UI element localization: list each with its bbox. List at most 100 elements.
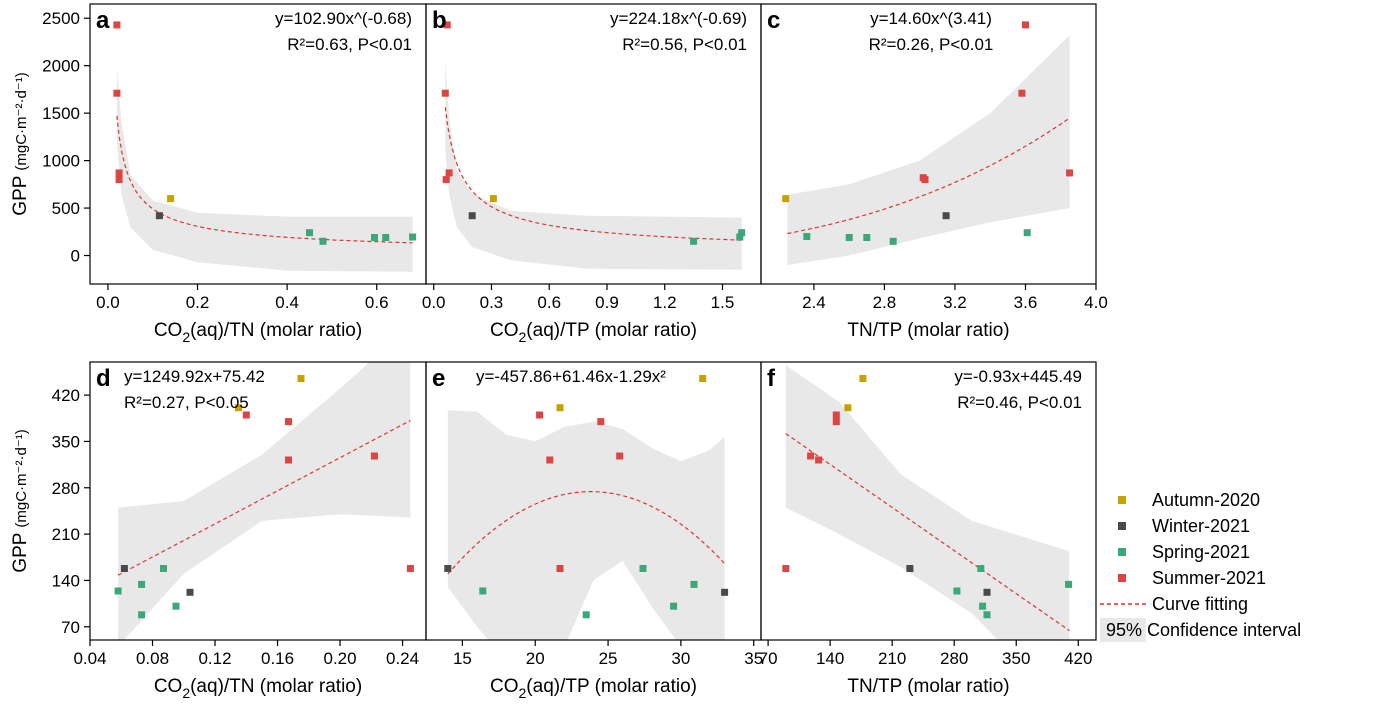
x-tick-label-f-5: 420 — [1064, 649, 1092, 668]
x-axis-label-a: CO2(aq)/TN (molar ratio) — [154, 320, 362, 345]
x-tick-label-b-2: 0.6 — [537, 293, 561, 312]
data-point-a-1 — [113, 89, 121, 97]
data-point-a-9 — [382, 234, 390, 241]
plot-area-d — [114, 362, 414, 640]
fit-stats-f: R²=0.46, P<0.01 — [957, 393, 1082, 412]
x-tick-label-a-3: 0.6 — [365, 293, 389, 312]
plot-area-b — [441, 21, 746, 270]
panel-letter-e: e — [432, 365, 445, 392]
fit-curve-d — [117, 419, 411, 576]
data-point-f-0 — [859, 375, 867, 382]
data-point-f-2 — [832, 411, 840, 419]
x-tick-label-e-1: 20 — [526, 649, 545, 668]
y-tick-label-d-3: 280 — [52, 479, 80, 498]
confidence-band-c — [787, 35, 1070, 265]
data-point-d-5 — [370, 452, 378, 460]
data-point-a-3 — [115, 176, 123, 184]
data-point-f-8 — [983, 588, 991, 596]
data-point-b-3 — [442, 176, 450, 184]
fit-stats-c: R²=0.26, P<0.01 — [869, 35, 994, 54]
plot-area-c — [782, 21, 1074, 265]
legend-label-0: Autumn-2020 — [1152, 490, 1260, 510]
y-tick-label-a-1: 500 — [52, 199, 80, 218]
x-tick-label-f-2: 210 — [878, 649, 906, 668]
legend-ci-label: 95% Confidence interval — [1106, 620, 1301, 640]
data-point-a-6 — [306, 229, 313, 237]
data-point-e-8 — [721, 588, 729, 596]
data-point-c-4 — [1066, 169, 1074, 177]
y-axis-label-d: GPP (mgC·m⁻²·d⁻¹) — [10, 429, 31, 572]
data-point-f-1 — [844, 404, 852, 412]
data-point-f-6 — [782, 565, 790, 572]
confidence-band-d — [118, 362, 411, 640]
data-point-c-8 — [845, 234, 853, 241]
x-tick-label-e-4: 35 — [744, 649, 763, 668]
plot-area-f — [782, 365, 1072, 640]
x-tick-label-d-5: 0.24 — [386, 649, 419, 668]
x-tick-label-c-2: 3.2 — [943, 293, 967, 312]
legend-label-1: Winter-2021 — [1152, 516, 1250, 536]
fit-stats-d: R²=0.27, P<0.05 — [124, 393, 249, 412]
plot-area-e — [444, 375, 729, 640]
x-tick-label-b-3: 0.9 — [595, 293, 619, 312]
y-tick-label-d-4: 350 — [52, 432, 80, 451]
data-point-d-1 — [235, 404, 242, 412]
x-axis-label-b: CO2(aq)/TP (molar ratio) — [490, 320, 697, 345]
y-tick-label-a-0: 0 — [71, 247, 80, 266]
panel-letter-d: d — [96, 365, 111, 392]
legend-fit-label: Curve fitting — [1152, 594, 1248, 614]
data-point-c-11 — [1023, 229, 1031, 237]
panel-d: 0.04 0.08 0.12 0.16 0.20 0.24 70 140 210 280 350 42… — [10, 361, 427, 701]
y-tick-label-d-2: 210 — [52, 525, 80, 544]
data-point-c-7 — [803, 233, 811, 240]
x-tick-label-e-0: 15 — [453, 649, 472, 668]
x-tick-label-b-4: 1.2 — [653, 293, 677, 312]
panel-frame-c — [760, 3, 1097, 285]
data-point-f-5 — [815, 456, 823, 464]
y-tick-label-a-4: 2000 — [42, 57, 80, 76]
confidence-band-a — [116, 65, 413, 272]
data-point-a-2 — [115, 169, 123, 177]
x-axis-label-f: TN/TP (molar ratio) — [847, 676, 1009, 697]
legend: Autumn-2020 Winter-2021 Spring-2021 Summer-… — [1100, 490, 1301, 642]
legend-ci-swatch — [1100, 618, 1146, 642]
x-tick-label-a-0: 0.0 — [96, 293, 120, 312]
fit-curve-e — [447, 491, 726, 575]
data-point-c-0 — [1022, 21, 1029, 29]
data-point-f-13 — [983, 611, 991, 619]
data-point-e-13 — [670, 602, 678, 610]
x-tick-label-d-3: 0.16 — [261, 649, 294, 668]
x-axis-label-c: TN/TP (molar ratio) — [847, 320, 1009, 341]
panel-f: 70 140 210 280 350 420 TN/TP (molar ratio) f y=-… — [759, 361, 1097, 697]
x-tick-label-f-3: 280 — [940, 649, 968, 668]
data-point-c-3 — [921, 176, 929, 184]
x-axis-label-e: CO2(aq)/TP (molar ratio) — [490, 676, 697, 701]
data-point-d-13 — [172, 602, 180, 610]
panel-letter-c: c — [767, 7, 780, 34]
y-tick-label-d-5: 420 — [52, 386, 80, 405]
equation-e: y=-457.86+61.46x-1.29x² — [476, 367, 666, 386]
data-point-e-5 — [616, 452, 624, 460]
x-tick-label-b-0: 0.0 — [422, 293, 446, 312]
data-point-b-1 — [441, 89, 449, 97]
data-point-d-11 — [160, 565, 167, 572]
data-point-a-0 — [113, 21, 121, 29]
panel-b: 0.0 0.3 0.6 0.9 1.2 1.5 CO2(aq)/TP (molar rati… — [422, 3, 762, 345]
legend-label-2: Spring-2021 — [1152, 542, 1250, 562]
equation-b: y=224.18x^(-0.69) — [610, 9, 747, 28]
x-tick-label-d-0: 0.04 — [73, 649, 106, 668]
equation-c: y=14.60x^(3.41) — [870, 9, 992, 28]
data-point-c-9 — [863, 234, 871, 241]
data-point-e-3 — [597, 418, 605, 426]
x-axis-label-d: CO2(aq)/TN (molar ratio) — [154, 676, 362, 701]
y-tick-label-a-5: 2500 — [42, 9, 80, 28]
x-tick-label-a-2: 0.4 — [275, 293, 299, 312]
fit-stats-a: R²=0.63, P<0.01 — [287, 35, 412, 54]
confidence-band-f — [785, 365, 1070, 640]
confidence-band-b — [445, 60, 742, 270]
legend-marker-1 — [1118, 522, 1126, 530]
x-tick-label-c-0: 2.4 — [802, 293, 826, 312]
legend-marker-2 — [1118, 548, 1126, 556]
data-point-d-6 — [406, 565, 414, 572]
